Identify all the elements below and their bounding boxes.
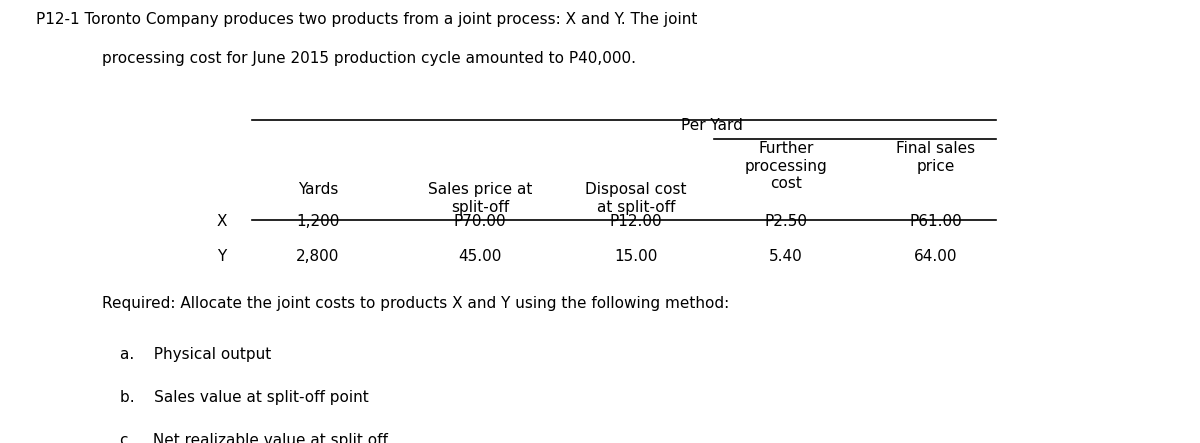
Text: Final sales
price: Final sales price	[896, 141, 976, 174]
Text: 64.00: 64.00	[914, 249, 958, 264]
Text: 2,800: 2,800	[296, 249, 340, 264]
Text: 45.00: 45.00	[458, 249, 502, 264]
Text: a.    Physical output: a. Physical output	[120, 347, 271, 362]
Text: Yards: Yards	[298, 183, 338, 198]
Text: 5.40: 5.40	[769, 249, 803, 264]
Text: Required: Allocate the joint costs to products X and Y using the following metho: Required: Allocate the joint costs to pr…	[102, 296, 730, 311]
Text: Y: Y	[217, 249, 227, 264]
Text: Further
processing
cost: Further processing cost	[745, 141, 827, 191]
Text: 1,200: 1,200	[296, 214, 340, 229]
Text: P61.00: P61.00	[910, 214, 962, 229]
Text: Sales price at
split-off: Sales price at split-off	[428, 183, 532, 215]
Text: P2.50: P2.50	[764, 214, 808, 229]
Text: X: X	[217, 214, 227, 229]
Text: c.    Net realizable value at split off: c. Net realizable value at split off	[120, 433, 388, 443]
Text: P70.00: P70.00	[454, 214, 506, 229]
Text: Per Yard: Per Yard	[680, 118, 743, 132]
Text: P12-1 Toronto Company produces two products from a joint process: X and Y. The j: P12-1 Toronto Company produces two produ…	[36, 12, 697, 27]
Text: P12.00: P12.00	[610, 214, 662, 229]
Text: processing cost for June 2015 production cycle amounted to P40,000.: processing cost for June 2015 production…	[102, 51, 636, 66]
Text: 15.00: 15.00	[614, 249, 658, 264]
Text: b.    Sales value at split-off point: b. Sales value at split-off point	[120, 390, 368, 405]
Text: Disposal cost
at split-off: Disposal cost at split-off	[586, 183, 686, 215]
